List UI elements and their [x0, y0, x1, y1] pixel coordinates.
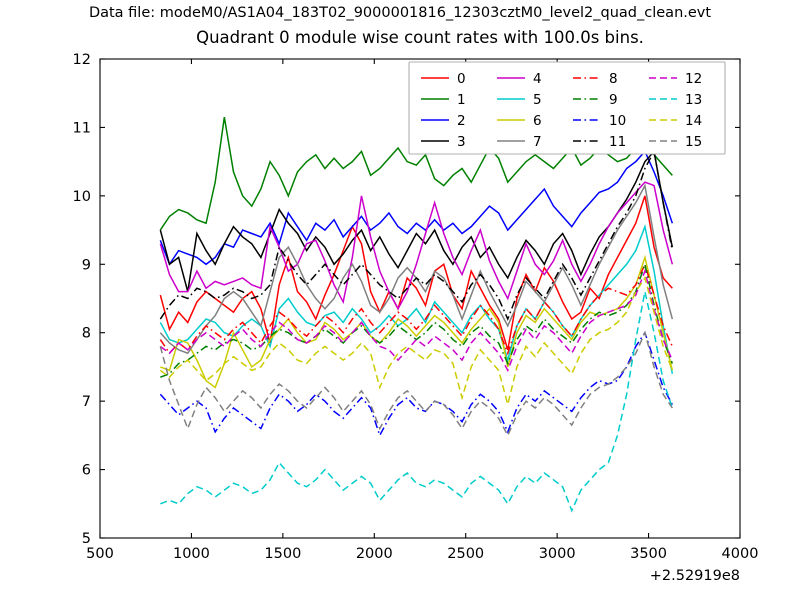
series-line-12 — [159, 268, 674, 373]
legend-label-6: 6 — [533, 113, 542, 129]
series-line-3 — [159, 149, 674, 292]
y-tick-label: 9 — [82, 257, 91, 273]
series-line-15 — [159, 330, 673, 438]
legend-label-2: 2 — [457, 113, 466, 129]
y-tick-label: 11 — [73, 120, 91, 136]
legend-label-0: 0 — [457, 71, 466, 87]
legend-label-3: 3 — [457, 134, 466, 150]
data-file-label: Data file: modeM0/AS1A04_183T02_90000018… — [88, 5, 712, 21]
series-line-0 — [159, 195, 673, 351]
y-tick-label: 7 — [82, 394, 91, 410]
legend-label-5: 5 — [533, 92, 542, 108]
series-line-14 — [159, 276, 674, 405]
x-tick-label: 2500 — [447, 546, 484, 562]
legend-label-7: 7 — [533, 134, 542, 150]
y-tick-label: 10 — [73, 189, 91, 205]
y-tick-label: 6 — [82, 463, 91, 479]
legend-label-9: 9 — [609, 92, 618, 108]
legend-box — [408, 61, 726, 155]
y-tick-label: 12 — [73, 52, 91, 68]
series-line-11 — [159, 149, 674, 321]
x-tick-label: 500 — [86, 546, 114, 562]
legend-label-1: 1 — [457, 92, 466, 108]
x-tick-label: 2000 — [356, 546, 393, 562]
legend-label-8: 8 — [609, 71, 618, 87]
series-line-9 — [160, 261, 674, 378]
series-line-1 — [159, 117, 673, 231]
legend-label-13: 13 — [685, 92, 702, 108]
x-tick-label: 1000 — [173, 546, 210, 562]
legend-label-15: 15 — [685, 134, 702, 150]
series-line-6 — [160, 254, 674, 389]
series-line-10 — [159, 331, 674, 438]
x-tick-label: 3500 — [630, 546, 667, 562]
series-line-13 — [160, 291, 674, 513]
legend-label-14: 14 — [685, 113, 702, 129]
legend-label-11: 11 — [609, 134, 626, 150]
series-line-8 — [159, 262, 674, 356]
chart-title: Quadrant 0 module wise count rates with … — [196, 28, 644, 47]
x-tick-label: 4000 — [722, 546, 759, 562]
legend-label-4: 4 — [533, 71, 542, 87]
series-line-4 — [159, 181, 674, 311]
y-tick-label: 8 — [82, 326, 91, 342]
legend-label-12: 12 — [685, 71, 702, 87]
x-tick-label: 1500 — [264, 546, 301, 562]
x-tick-label: 3000 — [539, 546, 576, 562]
series-line-2 — [159, 150, 674, 266]
legend-label-10: 10 — [609, 113, 626, 129]
y-tick-label: 5 — [82, 531, 91, 547]
x-axis-offset-label: +2.52919e8 — [650, 568, 740, 584]
